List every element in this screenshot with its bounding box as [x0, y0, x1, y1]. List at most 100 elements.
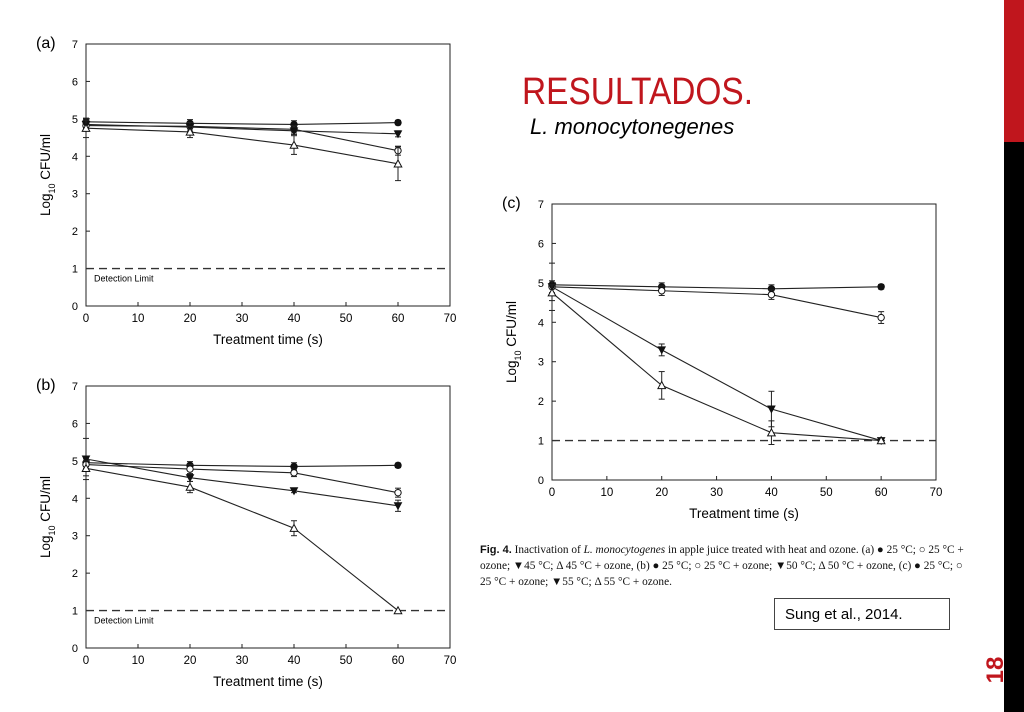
- data-point-open-circle: [290, 469, 298, 477]
- x-tick-label: 30: [236, 313, 249, 325]
- y-tick-label: 4: [538, 317, 544, 329]
- data-point-filled-triangle: [393, 502, 403, 511]
- x-tick-label: 10: [600, 487, 613, 499]
- x-axis-label: Treatment time (s): [213, 674, 323, 689]
- y-tick-label: 2: [72, 568, 78, 580]
- data-point-filled-circle: [394, 461, 402, 470]
- x-tick-label: 20: [184, 313, 197, 325]
- y-tick-label: 0: [72, 643, 78, 655]
- x-tick-label: 70: [444, 313, 457, 325]
- y-tick-label: 4: [72, 151, 78, 163]
- data-point-open-triangle: [876, 435, 886, 445]
- y-tick-label: 1: [538, 436, 544, 448]
- accent-bar-red: [1004, 0, 1024, 142]
- series-3-line: [85, 467, 399, 612]
- data-point-filled-circle: [877, 283, 885, 291]
- slide-title-block: RESULTADOS. L. monocytonegenes: [522, 72, 822, 140]
- caption-text-2: in apple juice treated with heat and ozo…: [480, 544, 964, 588]
- series-0-line: [551, 284, 882, 290]
- x-tick-label: 40: [288, 313, 301, 325]
- data-point-filled-triangle: [81, 455, 91, 464]
- y-tick-label: 7: [72, 39, 78, 51]
- accent-bar-black: [1004, 142, 1024, 712]
- y-tick-label: 6: [72, 76, 78, 88]
- caption-italic: L. monocytogenes: [583, 544, 666, 556]
- data-point-open-circle: [877, 313, 885, 322]
- y-axis-label: Log10 CFU/ml: [504, 301, 523, 383]
- x-tick-label: 10: [132, 655, 145, 667]
- y-tick-label: 3: [72, 189, 78, 201]
- data-point-open-triangle: [657, 380, 667, 390]
- x-tick-label: 30: [236, 655, 249, 667]
- series-2-line: [551, 286, 882, 442]
- plot-frame: [85, 385, 451, 649]
- x-axis-label: Treatment time (s): [689, 506, 799, 521]
- data-point-open-circle: [186, 465, 194, 473]
- x-tick-label: 50: [820, 487, 833, 499]
- x-tick-label: 60: [875, 487, 888, 499]
- data-point-filled-triangle: [289, 487, 299, 496]
- series-0-line: [85, 462, 399, 468]
- series-3-line: [85, 127, 399, 165]
- series-2-line: [85, 458, 399, 507]
- series-1-line: [85, 464, 399, 494]
- y-tick-label: 1: [72, 264, 78, 276]
- y-tick-label: 2: [72, 226, 78, 238]
- x-tick-label: 30: [710, 487, 723, 499]
- x-tick-label: 0: [83, 313, 89, 325]
- y-tick-label: 3: [538, 357, 544, 369]
- chart-panel-a: (a) 0 1 2 3 4 5 6 7 0 10 20 30 40 50 60 70 Treatment time…: [30, 20, 470, 360]
- detection-limit-label: Detection Limit: [94, 274, 154, 284]
- data-point-open-triangle: [289, 140, 299, 149]
- data-point-open-triangle: [547, 287, 557, 297]
- x-tick-label: 50: [340, 313, 353, 325]
- y-axis-label: Log10 CFU/ml: [38, 134, 57, 216]
- panel-label: (c): [502, 195, 521, 212]
- caption-text-1: Inactivation of: [514, 544, 581, 556]
- citation-box: Sung et al., 2014.: [774, 598, 950, 630]
- y-axis-label: Log10 CFU/ml: [38, 476, 57, 558]
- data-point-open-triangle: [766, 427, 777, 437]
- caption-label: Fig. 4.: [480, 544, 512, 556]
- data-point-open-triangle: [185, 127, 195, 136]
- data-point-open-triangle: [81, 463, 91, 473]
- data-point-open-triangle: [393, 158, 403, 168]
- data-point-open-triangle: [81, 123, 91, 132]
- data-point-open-circle: [767, 290, 776, 299]
- plot-frame: [85, 43, 451, 307]
- figure-caption: Fig. 4. Inactivation of L. monocytogenes…: [480, 542, 970, 590]
- y-tick-label: 5: [72, 456, 78, 468]
- x-tick-label: 40: [765, 487, 778, 499]
- page-number: 18: [982, 656, 1009, 684]
- y-tick-label: 6: [538, 238, 544, 250]
- x-tick-label: 10: [132, 313, 145, 325]
- y-tick-label: 0: [72, 301, 78, 313]
- detection-limit-label: Detection Limit: [94, 616, 154, 626]
- series-0-line: [85, 121, 399, 126]
- y-tick-label: 3: [72, 531, 78, 543]
- series-2-line: [85, 123, 399, 135]
- data-point-open-circle: [658, 287, 666, 295]
- y-tick-label: 6: [72, 418, 78, 430]
- x-tick-label: 70: [930, 487, 943, 499]
- y-tick-label: 1: [72, 606, 78, 618]
- x-axis-label: Treatment time (s): [213, 332, 323, 347]
- data-point-open-circle: [394, 488, 402, 497]
- data-point-open-triangle: [393, 605, 403, 615]
- data-point-filled-triangle: [767, 405, 776, 414]
- x-tick-label: 0: [83, 655, 89, 667]
- series-1-line: [551, 286, 882, 319]
- x-tick-label: 20: [184, 655, 197, 667]
- data-point-filled-triangle: [185, 474, 195, 483]
- x-tick-label: 40: [288, 655, 301, 667]
- panel-label: (b): [36, 377, 56, 394]
- x-tick-label: 50: [340, 655, 353, 667]
- series-3-line: [551, 292, 882, 442]
- y-tick-label: 5: [538, 278, 544, 290]
- data-point-open-triangle: [185, 482, 195, 491]
- y-tick-label: 7: [538, 199, 544, 211]
- x-tick-label: 60: [392, 655, 405, 667]
- x-tick-label: 70: [444, 655, 457, 667]
